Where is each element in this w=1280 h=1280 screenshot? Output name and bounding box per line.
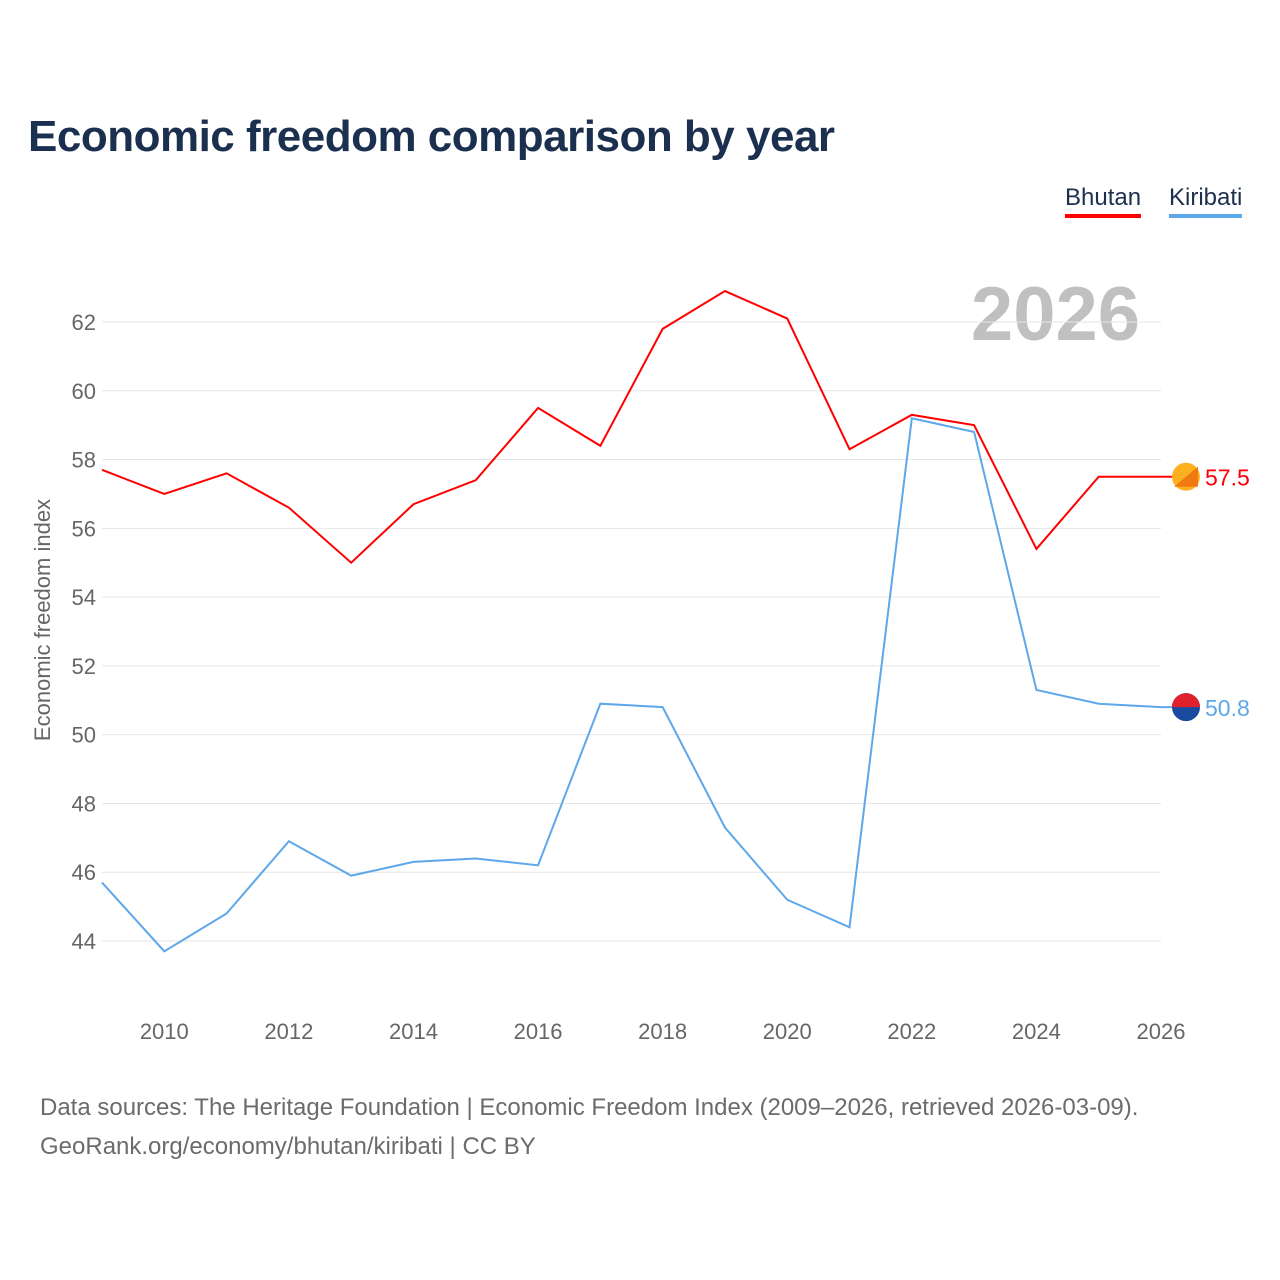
- x-tick-label: 2018: [638, 1019, 687, 1044]
- flag-icon-top: [1172, 693, 1200, 708]
- y-axis-label: Economic freedom index: [30, 499, 55, 741]
- y-tick-label: 54: [72, 585, 96, 610]
- y-tick-label: 60: [72, 379, 96, 404]
- x-tick-label: 2016: [514, 1019, 563, 1044]
- legend-kiribati[interactable]: Kiribati: [1169, 184, 1243, 218]
- year-watermark: 2026: [971, 272, 1140, 357]
- chart-title: Economic freedom comparison by year: [28, 112, 835, 161]
- end-value-label: 50.8: [1205, 695, 1250, 721]
- x-tick-label: 2020: [763, 1019, 812, 1044]
- x-tick-label: 2024: [1012, 1019, 1061, 1044]
- x-tick-label: 2010: [140, 1019, 189, 1044]
- series-line-bhutan: [101, 289, 1161, 565]
- url-text: GeoRank.org/economy/bhutan/kiribati | CC…: [40, 1133, 536, 1160]
- y-tick-label: 62: [72, 310, 96, 335]
- y-tick-label: 52: [72, 654, 96, 679]
- y-tick-label: 48: [72, 791, 96, 816]
- flag-icon-half: [1174, 466, 1198, 487]
- footer: Data sources: The Heritage Foundation | …: [40, 1088, 1138, 1166]
- end-value-label: 57.5: [1205, 465, 1250, 491]
- series-line-kiribati: [101, 417, 1162, 953]
- y-tick-label: 58: [72, 448, 96, 473]
- x-tick-label: 2026: [1137, 1019, 1186, 1044]
- y-tick-label: 50: [72, 723, 96, 748]
- y-tick-label: 56: [72, 516, 96, 541]
- legend-bhutan[interactable]: Bhutan: [1065, 184, 1142, 218]
- x-tick-label: 2012: [264, 1019, 313, 1044]
- x-tick-label: 2022: [887, 1019, 936, 1044]
- source-text: Data sources: The Heritage Foundation | …: [40, 1094, 1139, 1121]
- x-tick-label: 2014: [389, 1019, 438, 1044]
- y-tick-label: 46: [72, 860, 96, 885]
- y-tick-label: 44: [72, 929, 96, 954]
